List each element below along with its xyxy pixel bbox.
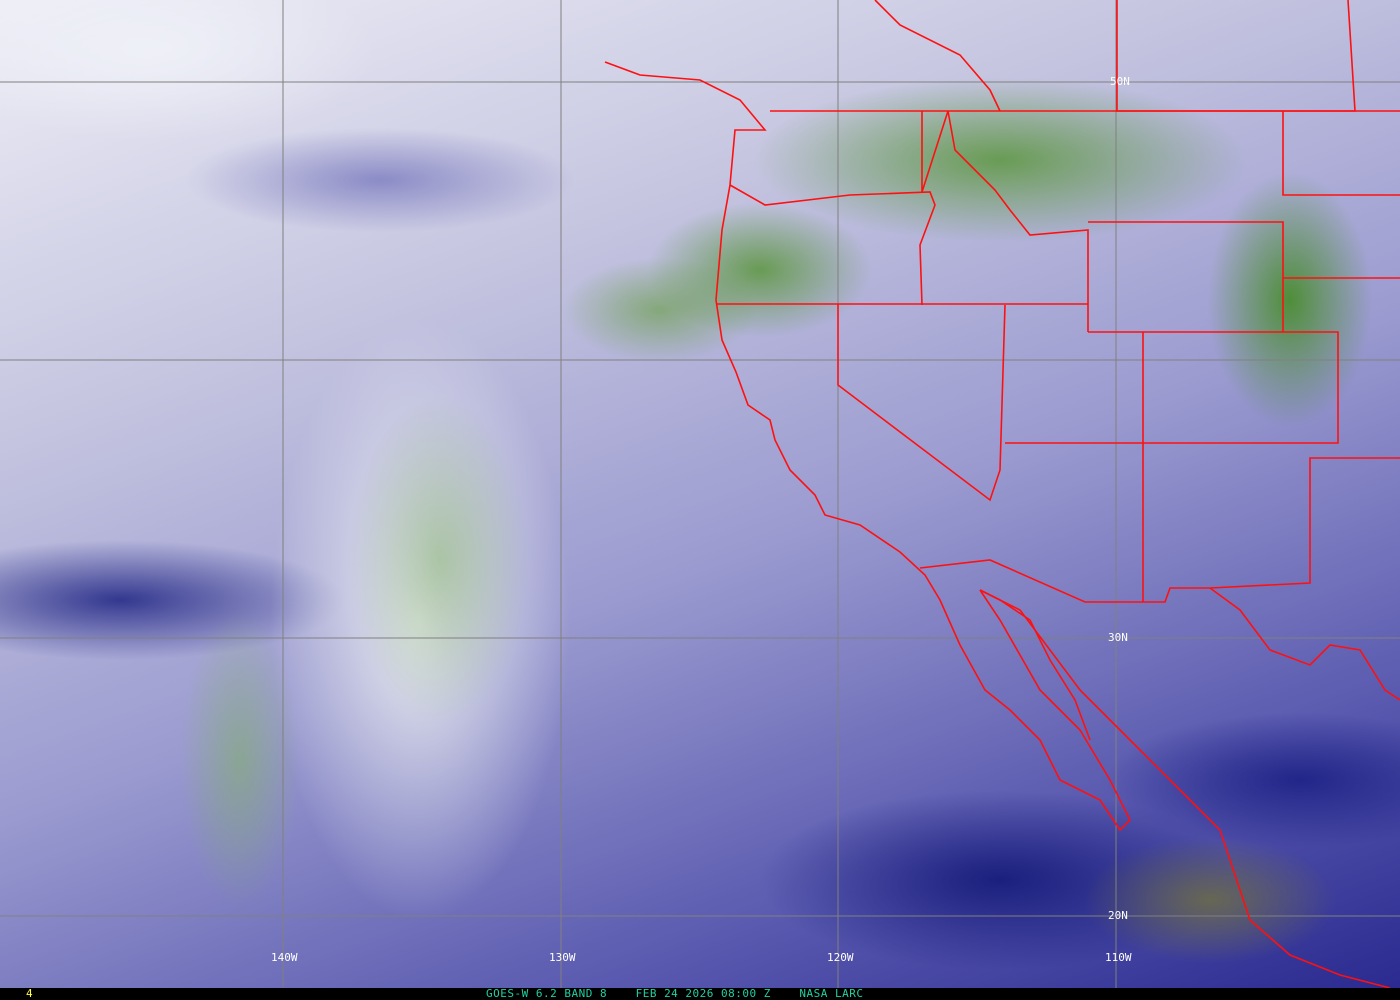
ca-nv-border [837,304,1006,502]
wa-or-border [729,184,936,306]
label-130w: 130W [549,951,576,964]
grid-labels: 50N 30N 20N 140W 130W 120W 110W [271,75,1132,964]
mexico-east-border [1209,587,1400,701]
wy-border [1088,221,1284,332]
label-20n: 20N [1108,909,1128,922]
caption-bar: 4 GOES-W 6.2 BAND 8 FEB 24 2026 08:00 Z … [0,988,1400,1000]
label-120w: 120W [827,951,854,964]
political-borders [604,0,1400,988]
west-coastline [604,61,1131,832]
az-border [1005,331,1339,444]
baja-gulf-coast [979,589,1091,741]
bc-alberta-border [874,0,1001,112]
label-110w: 110W [1105,951,1132,964]
mexico-mainland-coast [979,589,1391,988]
mt-border [1282,111,1400,196]
image-caption: GOES-W 6.2 BAND 8 FEB 24 2026 08:00 Z NA… [486,987,864,1000]
label-140w: 140W [271,951,298,964]
label-30n: 30N [1108,631,1128,644]
us-mexico-border [919,457,1400,603]
frame-number: 4 [26,987,33,1000]
idaho-border [921,110,1089,332]
label-50n: 50N [1110,75,1130,88]
canada-province-line [1116,0,1356,112]
